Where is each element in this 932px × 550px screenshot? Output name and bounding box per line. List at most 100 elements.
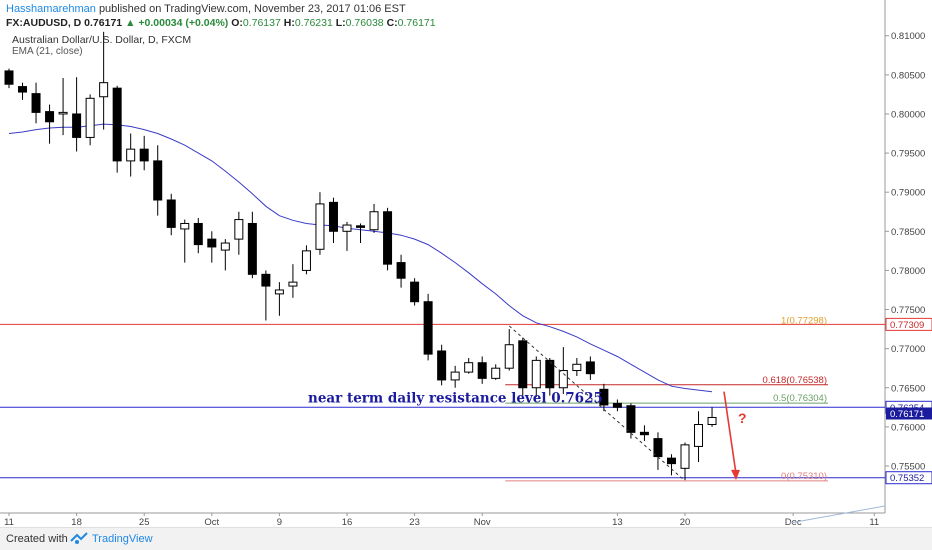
published-text: published on TradingView.com, November 2… (98, 3, 406, 15)
candle (477, 356, 487, 384)
projection-arrow-shaft (723, 391, 737, 474)
candle (342, 221, 352, 251)
tradingview-logo-icon[interactable] (70, 532, 88, 546)
candle (139, 135, 149, 171)
time-tick-label: 16 (342, 517, 353, 527)
candle (31, 82, 41, 124)
candle (193, 218, 203, 254)
candle-body-down (599, 388, 609, 406)
ema-series-line (8, 123, 713, 393)
candle-body-down (653, 438, 663, 458)
candle-body-down (139, 148, 149, 162)
candle-body-down (626, 405, 636, 433)
candle (396, 254, 406, 288)
candle-body-down (45, 111, 55, 123)
low-value: 0.76038 (345, 17, 384, 29)
candle-body-up (220, 242, 230, 251)
candle (4, 68, 14, 89)
price-chart[interactable]: 0.81000 0.80500 0.80000 0.79500 0.79000 0.785… (0, 0, 932, 527)
candle-body-down (193, 222, 203, 246)
author-name[interactable]: Hasshamarehman (6, 3, 96, 15)
ema-study-label[interactable]: EMA (21, close) (12, 46, 83, 57)
close-value: 0.76171 (397, 17, 436, 29)
candle-body-down (639, 431, 649, 436)
question-mark-annotation: ? (738, 410, 747, 426)
last-price: 0.76171 (84, 17, 123, 29)
publication-header: Hasshamarehman published on TradingView.… (6, 3, 406, 15)
price-tick-label: 0.80000 (891, 109, 925, 120)
candle (72, 77, 82, 152)
price-line-label: 0.75352 (890, 473, 924, 484)
candle-body-down (166, 199, 176, 228)
candle-body-up (694, 424, 704, 447)
candle-body-down (518, 340, 528, 389)
close-label: C: (386, 17, 398, 29)
candle (464, 358, 474, 374)
candle-body-up (315, 203, 325, 250)
candle-body-down (545, 359, 555, 389)
candle-body-down (18, 86, 28, 93)
candle (274, 282, 284, 316)
candle-body-up (288, 281, 298, 287)
trend-line-bottom (789, 505, 886, 524)
time-tick-label: Nov (474, 517, 491, 527)
candle (234, 211, 244, 255)
candle-body-down (666, 457, 676, 465)
price-tick-label: 0.76000 (891, 422, 925, 433)
candle (18, 82, 28, 100)
price-tick-label: 0.77000 (891, 344, 925, 355)
candle-body-up (450, 371, 460, 381)
candle-body-up (504, 344, 514, 369)
candle-body-up (707, 416, 717, 426)
time-tick-label: 20 (680, 517, 691, 527)
candle-body-down (4, 70, 14, 85)
candle (545, 358, 555, 396)
candle (653, 432, 663, 470)
candle (153, 145, 163, 216)
created-with-text: Created with (6, 533, 68, 545)
time-tick-label: 13 (612, 517, 623, 527)
candle (85, 94, 95, 146)
candle-body-up (464, 362, 474, 373)
price-tick-label: 0.79500 (891, 149, 925, 160)
candle-body-down (383, 211, 393, 265)
price-tick-label: 0.78500 (891, 227, 925, 238)
candle-body-up (274, 289, 284, 295)
candle-body-up (85, 97, 95, 138)
price-tick-label: 0.80500 (891, 70, 925, 81)
candle (315, 192, 325, 255)
candle-body-down (423, 301, 433, 355)
candle (410, 278, 420, 306)
tradingview-brand-link[interactable]: TradingView (92, 533, 153, 545)
candle (531, 356, 541, 398)
candle (491, 364, 501, 380)
ohlc-header: FX:AUDUSD, D 0.76171 ▲ +0.00034 (+0.04%)… (6, 17, 436, 29)
candle (328, 197, 338, 244)
price-tick-label: 0.79000 (891, 188, 925, 199)
candle-body-down (153, 160, 163, 201)
candle (612, 399, 622, 412)
price-line-label: 0.77309 (890, 320, 924, 331)
candle-body-up (558, 370, 568, 389)
candle-body-down (328, 201, 338, 232)
price-change: ▲ +0.00034 (+0.04%) (125, 17, 229, 29)
candle (558, 347, 568, 395)
current-price-label: 0.76171 (890, 409, 924, 420)
candle (437, 344, 447, 386)
candle-body-down (612, 402, 622, 408)
candle (45, 104, 55, 144)
candle (356, 223, 366, 244)
candle (383, 207, 393, 271)
candle-body-up (234, 219, 244, 240)
candle (423, 293, 433, 361)
candle (707, 407, 717, 427)
open-value: 0.76137 (242, 17, 281, 29)
candle (666, 454, 676, 476)
price-tick-label: 0.77500 (891, 305, 925, 316)
candle-body-down (112, 87, 122, 162)
current-price-box (886, 407, 932, 420)
candle (599, 383, 609, 412)
candle-body-up (180, 222, 190, 230)
candle (518, 337, 528, 396)
open-label: O: (231, 17, 243, 29)
